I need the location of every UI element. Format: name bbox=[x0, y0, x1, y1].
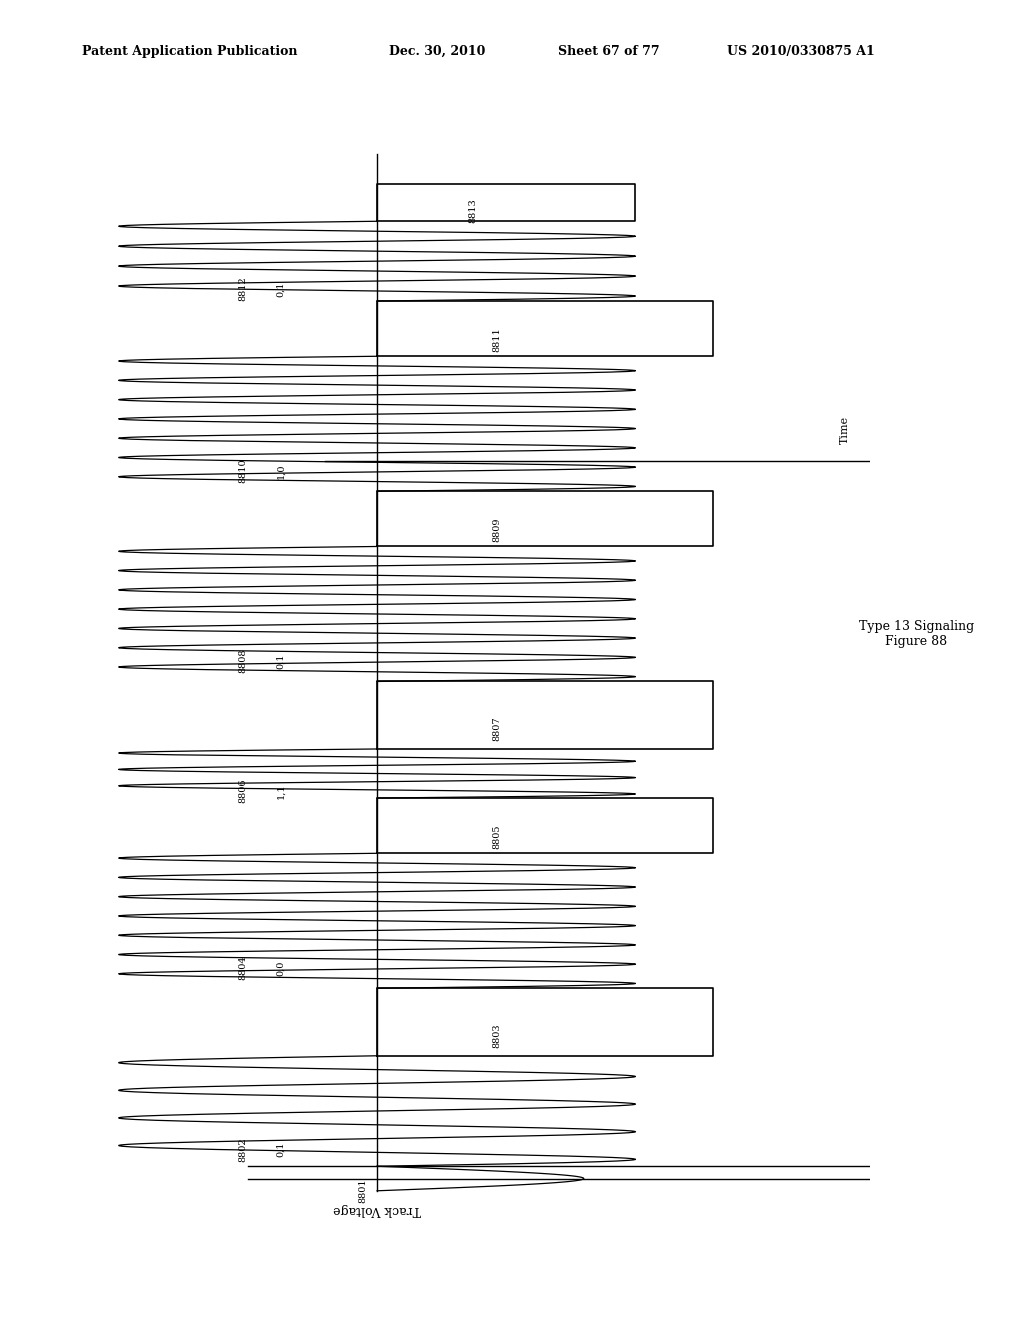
Text: Patent Application Publication: Patent Application Publication bbox=[82, 45, 297, 58]
Text: 8812: 8812 bbox=[239, 277, 248, 301]
Text: Sheet 67 of 77: Sheet 67 of 77 bbox=[558, 45, 659, 58]
Text: 0,1: 0,1 bbox=[276, 653, 286, 669]
Text: 0,1: 0,1 bbox=[276, 281, 286, 297]
Text: 8808: 8808 bbox=[239, 649, 248, 673]
Text: 0,0: 0,0 bbox=[276, 961, 286, 975]
Text: Time: Time bbox=[840, 416, 850, 444]
Text: 8805: 8805 bbox=[492, 825, 501, 849]
Text: 8806: 8806 bbox=[239, 779, 248, 803]
Text: 8810: 8810 bbox=[239, 458, 248, 483]
Text: 8801: 8801 bbox=[358, 1179, 368, 1203]
Text: 8803: 8803 bbox=[492, 1023, 501, 1048]
Text: Track Voltage: Track Voltage bbox=[333, 1203, 421, 1216]
Text: 1,0: 1,0 bbox=[276, 463, 286, 479]
Text: 8811: 8811 bbox=[492, 327, 501, 352]
Text: Dec. 30, 2010: Dec. 30, 2010 bbox=[389, 45, 485, 58]
Text: 8802: 8802 bbox=[239, 1138, 248, 1162]
Text: 8809: 8809 bbox=[492, 517, 501, 543]
Text: 8813: 8813 bbox=[469, 198, 477, 223]
Text: 1,1: 1,1 bbox=[276, 783, 286, 799]
Text: 8804: 8804 bbox=[239, 956, 248, 981]
Text: US 2010/0330875 A1: US 2010/0330875 A1 bbox=[727, 45, 874, 58]
Text: 8807: 8807 bbox=[492, 717, 501, 741]
Text: 0,1: 0,1 bbox=[276, 1142, 286, 1158]
Text: Type 13 Signaling
Figure 88: Type 13 Signaling Figure 88 bbox=[859, 619, 974, 648]
